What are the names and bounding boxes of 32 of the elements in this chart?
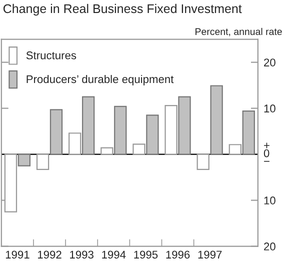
x-tick-label: 1993 bbox=[70, 250, 94, 259]
bar bbox=[36, 154, 50, 170]
bar bbox=[4, 154, 18, 212]
y-tick-label: 20 bbox=[264, 242, 276, 250]
legend-label: Structures bbox=[26, 51, 76, 60]
x-tick-label: 1995 bbox=[134, 250, 158, 259]
bar bbox=[210, 85, 223, 155]
bar bbox=[242, 110, 255, 155]
y-tick-label: 20 bbox=[264, 58, 276, 66]
y-tick-label: 10 bbox=[264, 196, 276, 204]
x-tick-label: 1991 bbox=[6, 250, 30, 259]
y-axis-title: Percent, annual rate bbox=[196, 28, 282, 36]
bar bbox=[196, 154, 210, 170]
bar bbox=[228, 144, 242, 155]
bar bbox=[146, 114, 159, 155]
x-tick-label: 1997 bbox=[198, 250, 222, 259]
bar bbox=[100, 147, 114, 155]
bar bbox=[178, 96, 191, 155]
bar bbox=[164, 104, 178, 155]
bar bbox=[82, 96, 95, 155]
x-tick-label: 1992 bbox=[38, 250, 62, 259]
bar bbox=[68, 132, 82, 155]
y-tick-label: + 0 − bbox=[264, 142, 270, 162]
legend-label: Producers’ durable equipment bbox=[26, 74, 174, 86]
bar bbox=[132, 144, 146, 155]
bar bbox=[114, 106, 127, 155]
x-tick-label: 1996 bbox=[166, 250, 190, 259]
y-tick-label: 10 bbox=[264, 104, 276, 112]
bar bbox=[18, 154, 31, 166]
chart-title: Change in Real Business Fixed Investment bbox=[3, 4, 242, 16]
bar bbox=[50, 109, 63, 155]
x-tick-label: 1994 bbox=[102, 250, 126, 259]
